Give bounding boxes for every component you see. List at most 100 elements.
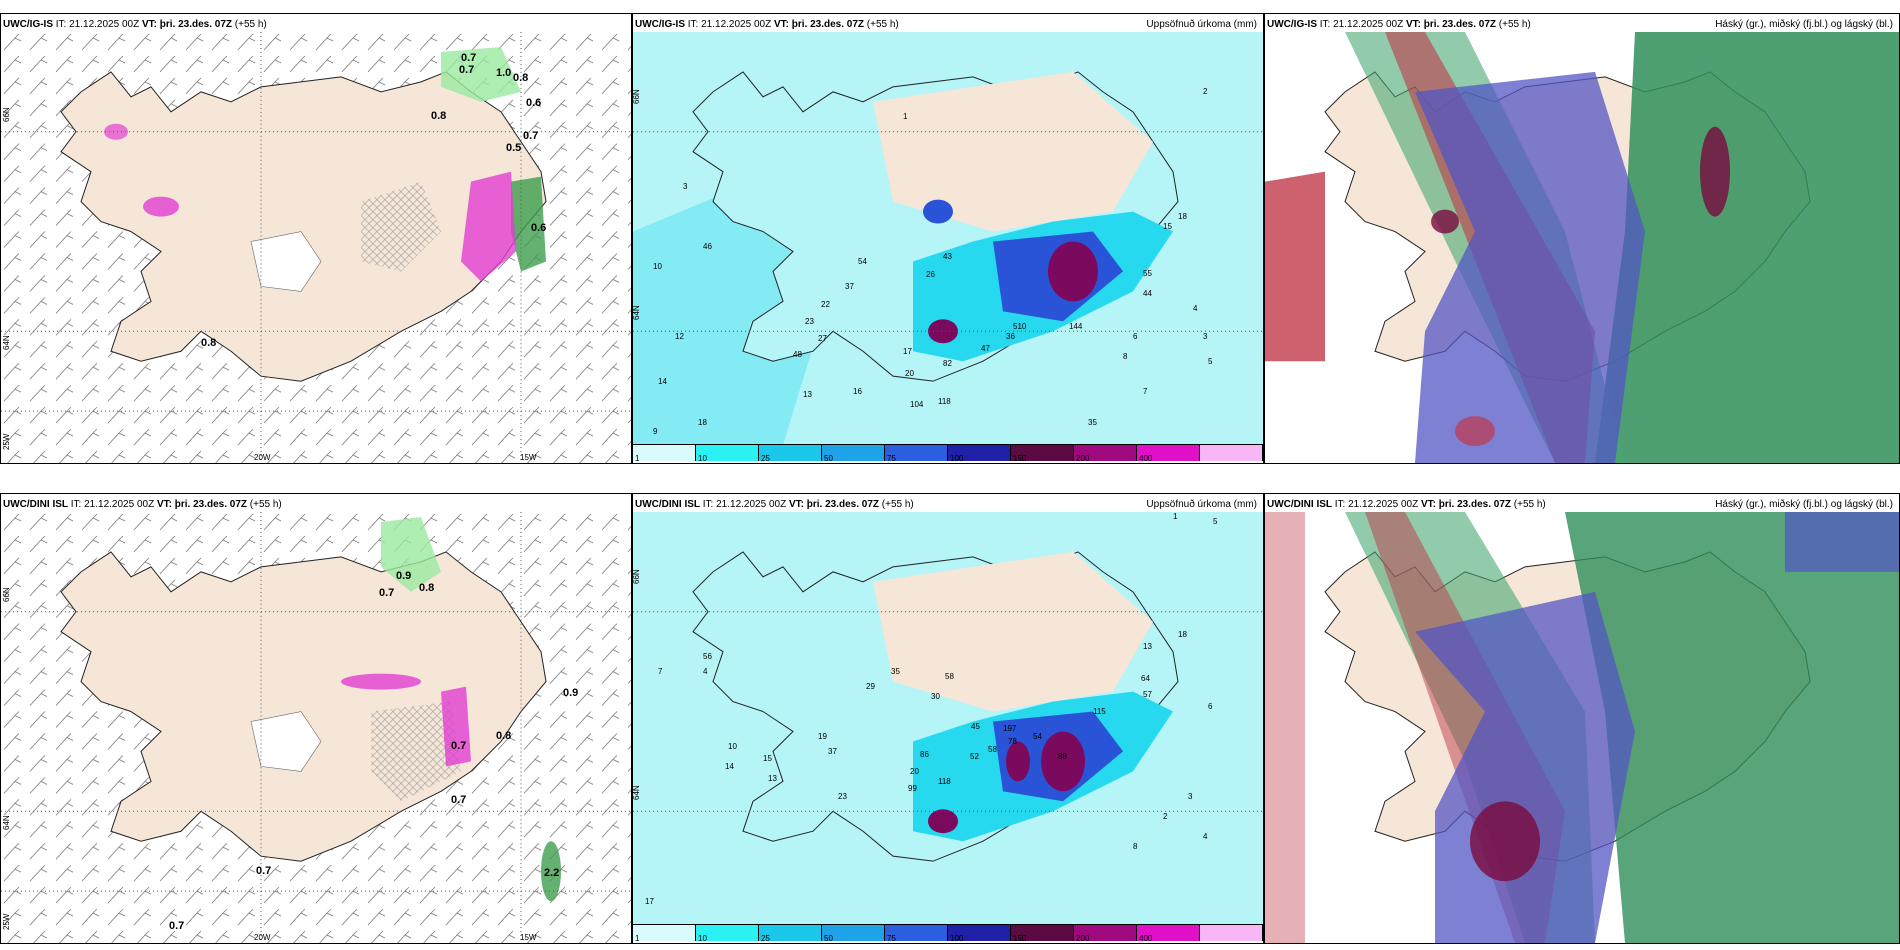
value-label: 35 [891,667,900,676]
value-label: 36 [1006,332,1015,341]
colorbar-tick-label: 400 [1139,934,1153,943]
wind-map: 0.7 0.7 1.0 0.8 0.6 0.8 0.7 0.5 0.8 0.6 … [1,32,631,463]
panel-title: UWC/IG-IS IT: 21.12.2025 00Z VT: þri. 23… [635,19,899,30]
value-label: 0.7 [256,865,272,877]
colorbar-swatch [1011,445,1074,461]
lon-label: 25W [2,913,11,930]
value-label: 118 [938,777,951,786]
value-label: 20 [910,767,919,776]
value-label: 37 [845,282,854,291]
value-label: 48 [793,350,802,359]
value-label: 86 [920,750,929,759]
colorbar-tick-label: 25 [761,934,770,943]
value-label: 52 [970,752,979,761]
value-label: 12 [675,332,684,341]
panel-subtitle: Háský (gr.), miðský (fj.bl.) og lágský (… [1715,19,1893,30]
colorbar-tick-label: 10 [698,454,707,463]
panel-subtitle: Uppsöfnuð úrkoma (mm) [1146,19,1257,30]
value-label: 17 [903,347,912,356]
value-label: 22 [821,300,830,309]
value-label: 197 [1003,724,1017,733]
value-label: 5 [1208,357,1213,366]
value-label: 0.6 [526,97,542,109]
value-label: 88 [1058,752,1067,761]
value-label: 17 [645,897,654,906]
value-label: 3 [683,182,688,191]
value-label: 13 [768,774,777,783]
value-label: 10 [653,262,662,271]
precip-map: 1 5 4 7 10 14 17 56 29 35 58 30 37 19 15… [633,512,1263,925]
wind-panel-dini: UWC/DINI ISL IT: 21.12.2025 00Z VT: þri.… [0,493,632,944]
colorbar-tick-label: 400 [1139,454,1153,463]
colorbar: 1 10 25 50 75 100 150 200 400 [633,444,1263,463]
value-label: 6 [1133,332,1138,341]
value-label: 4 [703,667,708,676]
cloud-map [1265,512,1899,943]
panel-subtitle: Háský (gr.), miðský (fj.bl.) og lágský (… [1715,499,1893,510]
value-label: 55 [1143,269,1152,278]
lat-label: 64N [632,305,641,320]
colorbar-swatch [759,445,822,461]
lat-label: 66N [632,569,641,584]
value-label: 45 [971,722,980,731]
colorbar-swatch [633,925,696,941]
value-label: 20 [905,369,914,378]
value-label: 2 [1203,87,1208,96]
value-label: 13 [803,390,812,399]
value-label: 27 [818,334,827,343]
value-label: 0.8 [201,337,217,349]
value-label: 58 [945,672,954,681]
colorbar-swatch [1200,925,1263,941]
value-label: 0.7 [459,64,475,76]
value-label: 14 [658,377,667,386]
value-label: 144 [1069,322,1083,331]
value-label: 0.7 [461,52,477,64]
value-label: 44 [1143,289,1152,298]
colorbar-swatch [1074,445,1137,461]
panel-title: UWC/IG-IS IT: 21.12.2025 00Z VT: þri. 23… [3,19,267,30]
value-label: 23 [805,317,814,326]
lon-label: 20W [254,933,271,942]
lat-label: 66N [2,587,11,602]
value-label: 35 [1088,418,1097,427]
colorbar-tick-label: 75 [887,934,896,943]
wind-panel-ig-is: UWC/IG-IS IT: 21.12.2025 00Z VT: þri. 23… [0,13,632,464]
value-label: 43 [943,252,952,261]
value-label: 1.0 [496,67,512,79]
value-label: 0.7 [451,794,467,806]
value-label: 0.7 [451,740,467,752]
value-label: 54 [858,257,867,266]
lat-label: 66N [2,107,11,122]
colorbar-swatch [948,925,1011,941]
value-label: 58 [988,745,997,754]
value-label: 2.2 [544,867,560,879]
value-label: 15 [1163,222,1172,231]
colorbar-swatch [822,925,885,941]
value-label: 0.9 [563,687,579,699]
value-label: 7 [658,667,663,676]
value-label: 0.7 [169,920,185,932]
value-label: 7 [1143,387,1148,396]
value-label: 37 [828,747,837,756]
colorbar-tick-label: 200 [1076,454,1090,463]
value-label: 3 [1203,332,1208,341]
value-label: 56 [703,652,712,661]
value-label: 118 [938,397,951,406]
value-label: 8 [1123,352,1128,361]
colorbar-swatch [1137,445,1200,461]
colorbar-swatch [1074,925,1137,941]
colorbar-tick-label: 50 [824,454,833,463]
value-label: 4 [1193,304,1198,313]
colorbar-swatch [696,445,759,461]
value-label: 0.8 [513,72,529,84]
value-label: 0.5 [506,142,522,154]
value-label: 18 [1178,630,1187,639]
cloud-panel-dini: UWC/DINI ISL IT: 21.12.2025 00Z VT: þri.… [1264,493,1900,944]
value-label: 4 [1203,832,1208,841]
value-label: 104 [910,400,924,409]
value-label: 29 [866,682,875,691]
value-label: 46 [703,242,712,251]
value-label: 19 [818,732,827,741]
cloud-panel-ig-is: UWC/IG-IS IT: 21.12.2025 00Z VT: þri. 23… [1264,13,1900,464]
lat-label: 64N [2,335,11,350]
